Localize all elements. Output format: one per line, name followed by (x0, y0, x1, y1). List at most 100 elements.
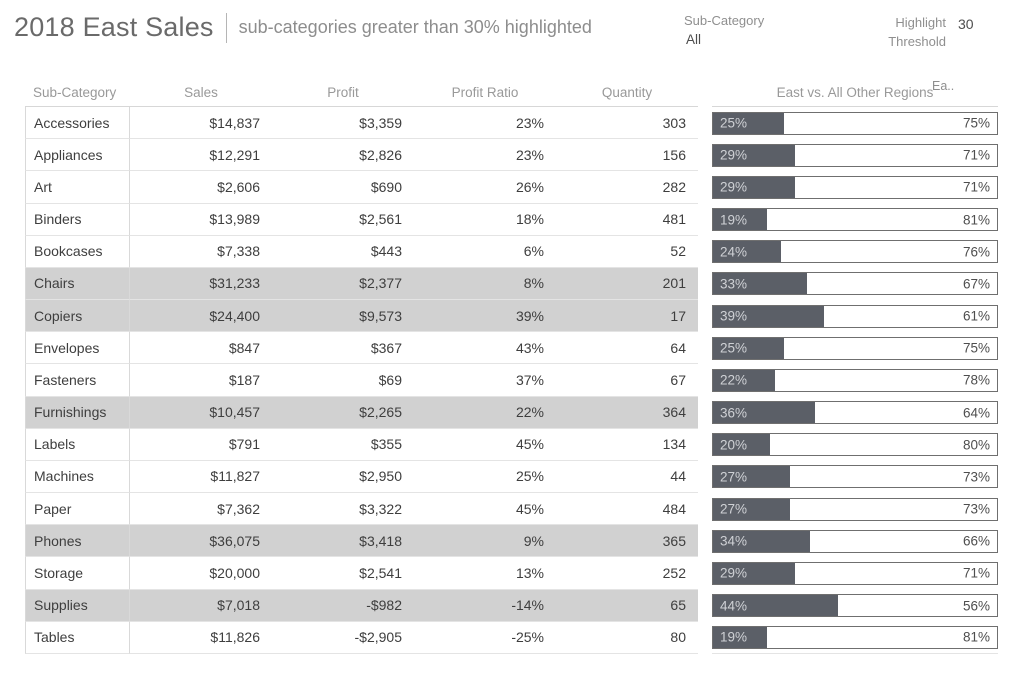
east-bar-segment[interactable]: 39% (713, 305, 824, 327)
profit-cell[interactable]: $2,377 (272, 267, 414, 301)
profit-cell[interactable]: $3,359 (272, 107, 414, 140)
profit-cell[interactable]: $367 (272, 332, 414, 365)
profit-cell[interactable]: $3,418 (272, 525, 414, 558)
table-row[interactable]: Copiers $24,400 $9,573 39% 17 39% 61% (25, 300, 998, 333)
subcategory-cell[interactable]: Phones (25, 525, 130, 558)
east-vs-other-bar[interactable]: 34% 66% (712, 529, 998, 553)
subcategory-cell[interactable]: Fasteners (25, 364, 130, 397)
east-vs-other-bar[interactable]: 29% 71% (712, 143, 998, 167)
profit-ratio-cell[interactable]: 26% (414, 171, 556, 204)
table-row[interactable]: Supplies $7,018 -$982 -14% 65 44% 56% (25, 589, 998, 622)
east-bar-segment[interactable]: 29% (713, 562, 796, 584)
subcategory-cell[interactable]: Bookcases (25, 235, 130, 268)
quantity-cell[interactable]: 156 (556, 139, 698, 172)
east-bar-segment[interactable]: 20% (713, 434, 770, 456)
sales-cell[interactable]: $31,233 (130, 267, 272, 301)
subcategory-cell[interactable]: Accessories (25, 107, 130, 140)
east-vs-other-bar[interactable]: 27% 73% (712, 497, 998, 521)
quantity-cell[interactable]: 303 (556, 107, 698, 140)
east-vs-other-bar[interactable]: 19% 81% (712, 625, 998, 649)
subcategory-filter[interactable]: Sub-Category All (684, 11, 764, 49)
profit-cell[interactable]: $69 (272, 364, 414, 397)
quantity-cell[interactable]: 484 (556, 493, 698, 526)
sales-cell[interactable]: $24,400 (130, 300, 272, 333)
profit-cell[interactable]: $3,322 (272, 493, 414, 526)
profit-cell[interactable]: $2,541 (272, 557, 414, 590)
profit-ratio-cell[interactable]: 45% (414, 429, 556, 461)
profit-ratio-cell[interactable]: 9% (414, 525, 556, 558)
subcategory-cell[interactable]: Paper (25, 493, 130, 526)
table-row[interactable]: Tables $11,826 -$2,905 -25% 80 19% 81% (25, 621, 998, 654)
sales-cell[interactable]: $791 (130, 429, 272, 461)
subcategory-cell[interactable]: Supplies (25, 589, 130, 622)
profit-ratio-cell[interactable]: 25% (414, 461, 556, 494)
east-bar-segment[interactable]: 27% (713, 498, 790, 520)
sales-cell[interactable]: $7,338 (130, 236, 272, 268)
table-row[interactable]: Phones $36,075 $3,418 9% 365 34% 66% (25, 525, 998, 558)
profit-cell[interactable]: $9,573 (272, 300, 414, 333)
subcategory-cell[interactable]: Art (25, 171, 130, 204)
east-bar-segment[interactable]: 22% (713, 369, 776, 391)
column-header-quantity[interactable]: Quantity (556, 82, 698, 107)
column-header-subcategory[interactable]: Sub-Category (25, 82, 130, 107)
profit-ratio-cell[interactable]: -25% (414, 622, 556, 654)
profit-ratio-cell[interactable]: 37% (414, 364, 556, 397)
quantity-cell[interactable]: 17 (556, 300, 698, 333)
sales-cell[interactable]: $14,837 (130, 107, 272, 140)
table-row[interactable]: Accessories $14,837 $3,359 23% 303 25% 7… (25, 107, 998, 140)
subcategory-cell[interactable]: Copiers (25, 300, 130, 333)
east-vs-other-bar[interactable]: 27% 73% (712, 465, 998, 489)
east-bar-segment[interactable]: 25% (713, 337, 784, 359)
quantity-cell[interactable]: 364 (556, 396, 698, 429)
profit-ratio-cell[interactable]: 8% (414, 267, 556, 301)
east-vs-other-bar[interactable]: 25% 75% (712, 111, 998, 135)
quantity-cell[interactable]: 65 (556, 589, 698, 622)
table-row[interactable]: Labels $791 $355 45% 134 20% 80% (25, 428, 998, 461)
subcategory-cell[interactable]: Tables (25, 621, 130, 654)
east-vs-other-bar[interactable]: 36% 64% (712, 401, 998, 425)
profit-cell[interactable]: $2,561 (272, 204, 414, 236)
quantity-cell[interactable]: 252 (556, 557, 698, 590)
east-vs-other-bar[interactable]: 44% 56% (712, 594, 998, 618)
profit-ratio-cell[interactable]: 18% (414, 204, 556, 236)
subcategory-cell[interactable]: Furnishings (25, 396, 130, 429)
profit-cell[interactable]: $355 (272, 429, 414, 461)
profit-cell[interactable]: -$982 (272, 589, 414, 622)
profit-ratio-cell[interactable]: 6% (414, 236, 556, 268)
table-row[interactable]: Binders $13,989 $2,561 18% 481 19% 81% (25, 203, 998, 236)
column-header-east-vs-other[interactable]: East vs. All Other Regions (712, 82, 998, 107)
quantity-cell[interactable]: 201 (556, 267, 698, 301)
column-header-profit[interactable]: Profit (272, 82, 414, 107)
quantity-cell[interactable]: 282 (556, 171, 698, 204)
subcategory-cell[interactable]: Appliances (25, 139, 130, 172)
column-header-sales[interactable]: Sales (130, 82, 272, 107)
profit-ratio-cell[interactable]: 22% (414, 396, 556, 429)
east-bar-segment[interactable]: 29% (713, 144, 796, 166)
threshold-parameter-value[interactable]: 30 (958, 16, 974, 32)
east-vs-other-bar[interactable]: 29% 71% (712, 561, 998, 585)
table-row[interactable]: Bookcases $7,338 $443 6% 52 24% 76% (25, 235, 998, 268)
east-bar-segment[interactable]: 36% (713, 402, 816, 424)
sales-cell[interactable]: $11,826 (130, 622, 272, 654)
subcategory-cell[interactable]: Machines (25, 460, 130, 494)
sales-cell[interactable]: $11,827 (130, 461, 272, 494)
sales-cell[interactable]: $7,362 (130, 493, 272, 526)
profit-ratio-cell[interactable]: 43% (414, 332, 556, 365)
profit-ratio-cell[interactable]: 13% (414, 557, 556, 590)
east-bar-segment[interactable]: 34% (713, 530, 810, 552)
sales-cell[interactable]: $36,075 (130, 525, 272, 558)
profit-ratio-cell[interactable]: 23% (414, 139, 556, 172)
quantity-cell[interactable]: 44 (556, 461, 698, 494)
east-bar-segment[interactable]: 19% (713, 209, 767, 231)
column-header-profit-ratio[interactable]: Profit Ratio (414, 82, 556, 107)
profit-ratio-cell[interactable]: 45% (414, 493, 556, 526)
quantity-cell[interactable]: 481 (556, 204, 698, 236)
quantity-cell[interactable]: 134 (556, 429, 698, 461)
east-bar-segment[interactable]: 25% (713, 112, 784, 134)
east-vs-other-bar[interactable]: 25% 75% (712, 336, 998, 360)
east-vs-other-bar[interactable]: 33% 67% (712, 272, 998, 296)
table-row[interactable]: Chairs $31,233 $2,377 8% 201 33% 67% (25, 267, 998, 301)
subcategory-cell[interactable]: Labels (25, 428, 130, 461)
profit-ratio-cell[interactable]: -14% (414, 589, 556, 622)
table-row[interactable]: Paper $7,362 $3,322 45% 484 27% 73% (25, 493, 998, 526)
